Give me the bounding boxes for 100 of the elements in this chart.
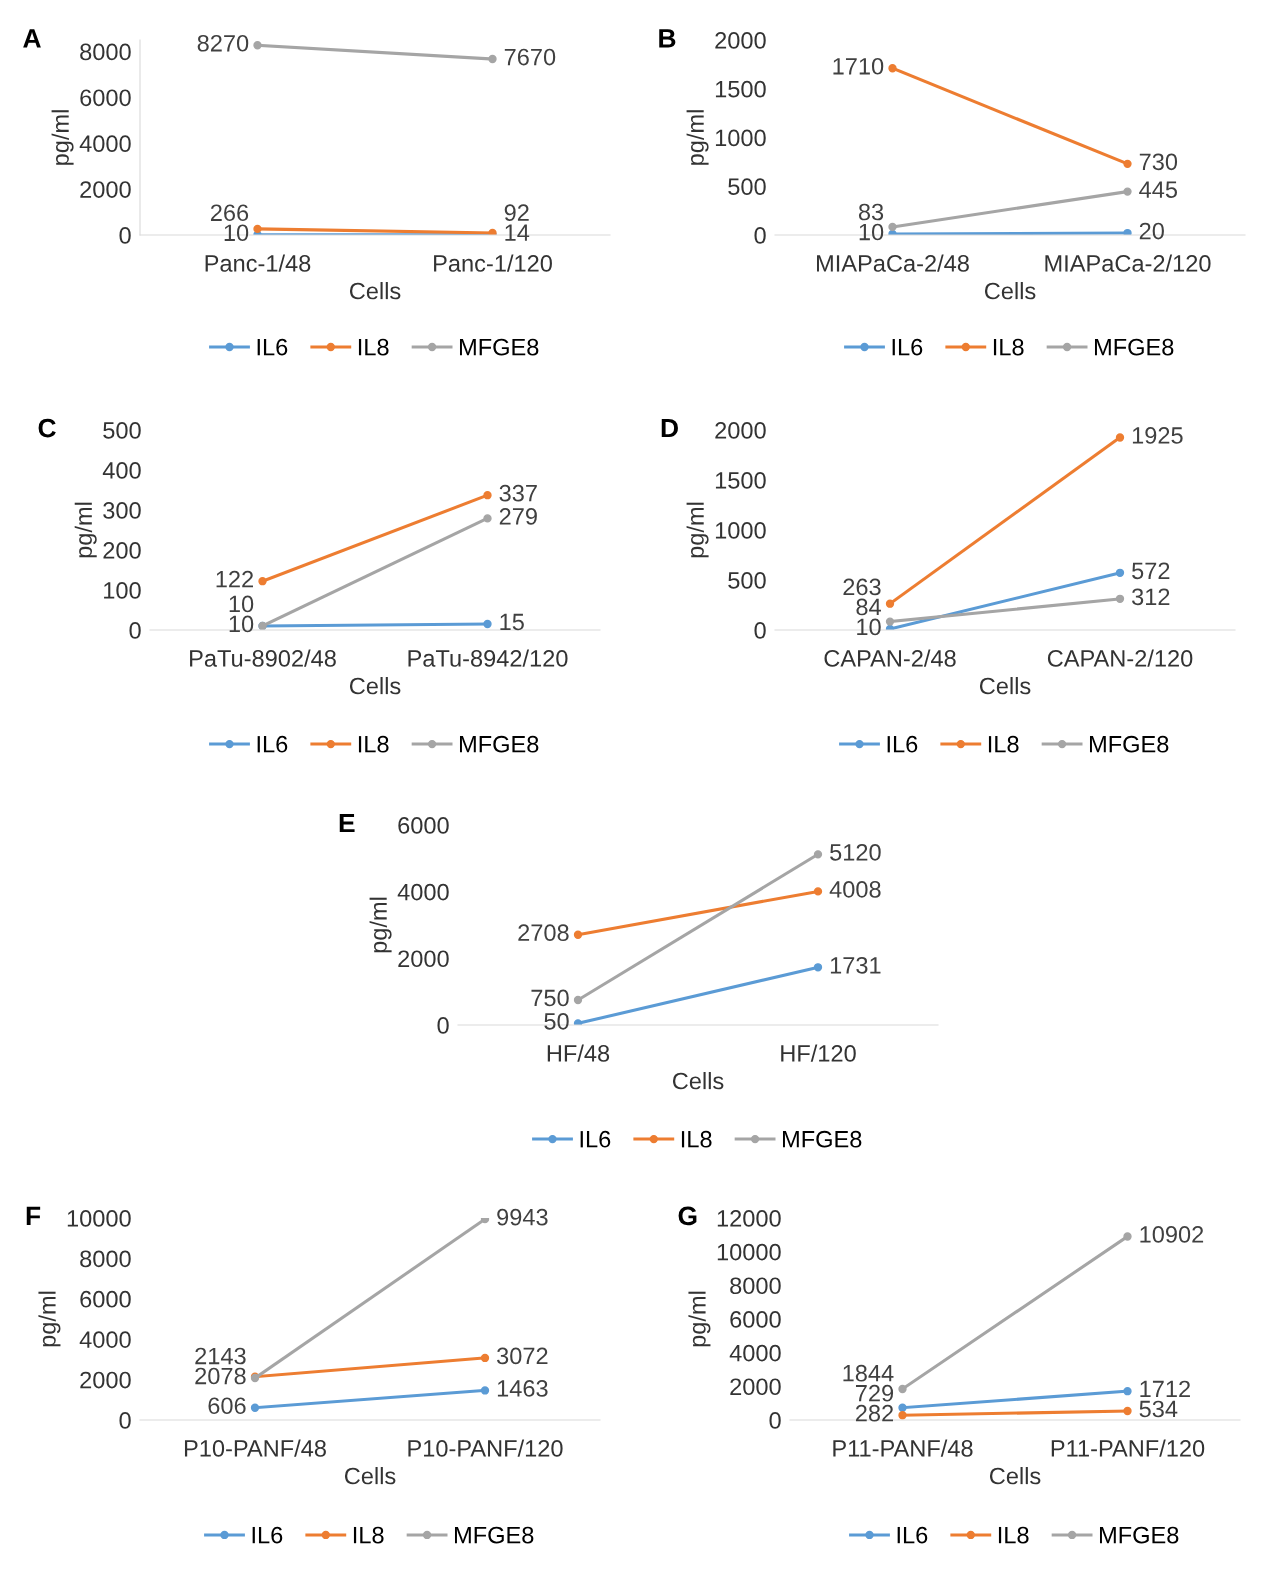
legend-label: MFGE8 [782, 1130, 862, 1148]
y-tick-label: 4000 [397, 883, 449, 901]
data-label: 83 [858, 203, 884, 221]
point [1115, 433, 1125, 442]
x-axis-title: Cells [672, 1072, 724, 1090]
y-tick-label: 500 [728, 572, 766, 589]
data-label: 445 [1139, 181, 1178, 198]
data-label: 5120 [830, 843, 881, 861]
y-tick-label: 6000 [80, 89, 131, 107]
data-label: 266 [210, 204, 249, 222]
y-axis-title: pg/ml [38, 1291, 61, 1347]
y-tick-label: 0 [119, 1412, 131, 1429]
x-tick-label: CAPAN-2/48 [824, 649, 956, 667]
point [813, 963, 823, 972]
legend-label: IL8 [358, 338, 389, 356]
y-tick-label: 2000 [80, 1371, 131, 1389]
y-tick-label: 8000 [80, 43, 131, 61]
y-tick-label: 500 [728, 178, 766, 196]
data-label: 3072 [497, 1347, 548, 1365]
data-label: 1710 [833, 57, 884, 75]
y-tick-label: 6000 [398, 817, 449, 834]
y-tick-label: 6000 [80, 1290, 131, 1308]
data-label: 534 [1139, 1400, 1178, 1418]
x-tick-label: P11-PANF/120 [1051, 1439, 1205, 1457]
point [1123, 159, 1132, 168]
point [483, 514, 492, 523]
point [1123, 228, 1132, 235]
y-tick-label: 400 [102, 462, 141, 479]
data-label: 7670 [504, 48, 556, 66]
data-label: 10 [229, 615, 254, 633]
legend-label: MFGE8 [454, 1526, 534, 1544]
legend-label: IL8 [998, 1526, 1029, 1544]
x-tick-label: Panc-1/120 [434, 254, 552, 272]
x-tick-label: Panc-1/48 [205, 254, 311, 272]
legend-label: MFGE8 [1089, 735, 1169, 753]
point [888, 222, 897, 232]
point [483, 491, 492, 500]
legend-label: IL6 [897, 1526, 928, 1544]
data-label: 10 [857, 618, 881, 636]
data-label: 263 [843, 578, 881, 596]
y-tick-label: 10000 [67, 1210, 131, 1227]
legend-label: IL8 [988, 735, 1019, 753]
point [253, 41, 262, 50]
data-label: 20 [1139, 222, 1164, 240]
y-tick-label: 12000 [717, 1210, 781, 1227]
chart-title: E [339, 813, 355, 833]
point [1123, 187, 1132, 196]
y-tick-label: 1000 [715, 522, 766, 539]
data-label: 10902 [1140, 1226, 1204, 1243]
data-label: 312 [1132, 588, 1170, 606]
y-tick-label: 4000 [729, 1344, 781, 1362]
data-label: 14 [505, 224, 530, 241]
data-label: 10 [229, 595, 254, 613]
x-tick-label: HF/48 [547, 1044, 610, 1062]
data-label: 1925 [1132, 427, 1183, 444]
legend-label: IL6 [892, 338, 923, 356]
data-label: 1712 [1140, 1380, 1190, 1398]
y-tick-label: 0 [129, 622, 141, 639]
x-tick-label: P10-PANF/48 [184, 1439, 326, 1457]
legend-label: IL8 [353, 1526, 384, 1544]
x-axis-title: Cells [344, 1467, 396, 1485]
chart-title: A [23, 29, 41, 48]
data-label: 1463 [497, 1380, 548, 1397]
point [250, 1403, 260, 1412]
data-label: 730 [1139, 153, 1178, 171]
x-tick-label: P11-PANF/48 [833, 1439, 973, 1457]
y-tick-label: 100 [104, 582, 141, 599]
chart-title: G [678, 1206, 697, 1226]
y-tick-label: 1500 [715, 472, 766, 489]
x-axis-title: Cells [349, 677, 401, 695]
y-tick-label: 2000 [715, 422, 766, 439]
point [898, 1403, 907, 1412]
data-label: 2143 [195, 1347, 246, 1365]
point [1123, 1387, 1132, 1396]
point [253, 224, 262, 234]
y-tick-label: 8000 [730, 1277, 781, 1295]
y-tick-label: 6000 [730, 1311, 781, 1328]
data-label: 15 [500, 613, 524, 631]
y-tick-label: 4000 [79, 1331, 131, 1348]
x-axis-title: Cells [989, 1467, 1041, 1485]
y-tick-label: 0 [769, 1412, 781, 1429]
data-label: 8270 [197, 34, 249, 52]
point [480, 1353, 490, 1363]
y-axis-title: pg/ml [686, 110, 709, 165]
data-label: 750 [531, 989, 569, 1007]
y-tick-label: 8000 [80, 1250, 131, 1268]
y-tick-label: 0 [437, 1017, 449, 1034]
point [885, 617, 895, 626]
y-tick-label: 300 [103, 502, 141, 519]
y-tick-label: 2000 [730, 1378, 781, 1396]
point [888, 64, 897, 73]
data-label: 84 [856, 598, 881, 616]
point [573, 930, 583, 939]
data-label: 1731 [830, 956, 881, 974]
y-tick-label: 10000 [717, 1243, 781, 1261]
y-tick-label: 2000 [715, 32, 766, 49]
legend-label: MFGE8 [1094, 338, 1174, 356]
y-tick-label: 0 [754, 227, 766, 244]
x-tick-label: P10-PANF/120 [408, 1439, 563, 1457]
legend-label: IL8 [993, 338, 1024, 356]
